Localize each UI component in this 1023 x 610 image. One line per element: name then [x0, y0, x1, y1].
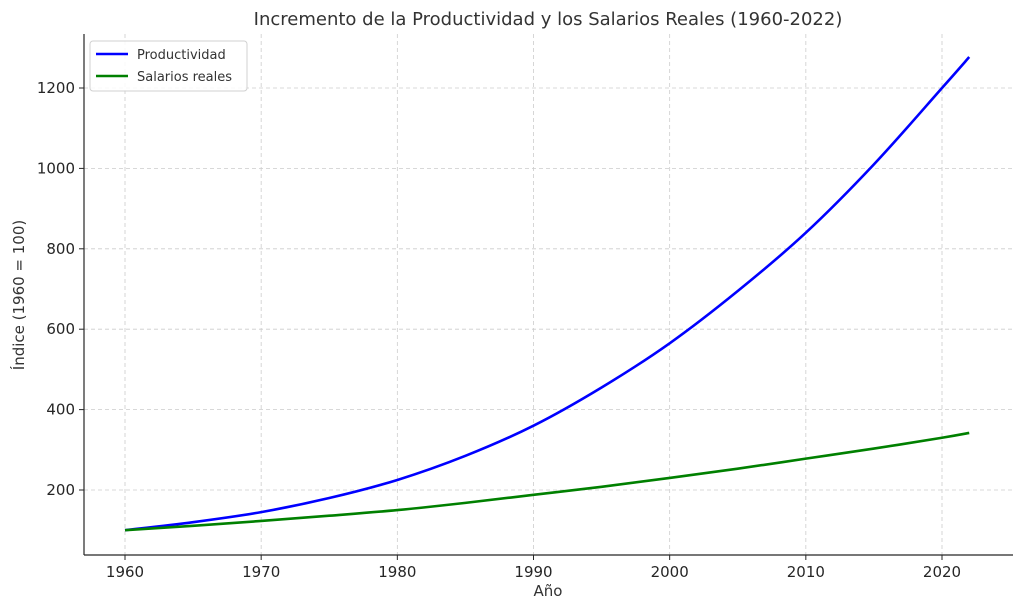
x-tick-label: 1960	[106, 563, 144, 581]
y-tick-label: 200	[46, 481, 75, 499]
grid-lines	[84, 34, 1013, 555]
y-axis-label: Índice (1960 = 100)	[9, 220, 28, 370]
x-tick-label: 2020	[923, 563, 961, 581]
legend-label: Salarios reales	[137, 70, 232, 85]
y-tick-label: 1000	[37, 159, 75, 177]
data-series	[124, 56, 971, 532]
y-tick-label: 800	[46, 240, 75, 258]
x-tick-label: 2000	[651, 563, 689, 581]
legend: Productividad Salarios reales	[89, 40, 248, 92]
series-line-1	[124, 431, 970, 532]
x-tick-label: 1990	[514, 563, 552, 581]
x-tick-label: 1980	[378, 563, 416, 581]
chart-title: Incremento de la Productividad y los Sal…	[254, 9, 843, 30]
y-axis-ticks: 200 400 600 800 1000 1200	[37, 79, 84, 499]
x-tick-label: 2010	[787, 563, 825, 581]
series-line-0	[124, 56, 971, 532]
legend-box	[89, 40, 248, 92]
y-tick-label: 600	[46, 320, 75, 338]
y-tick-label: 400	[46, 401, 75, 419]
x-axis-ticks: 1960 1970 1980 1990 2000 2010 2020	[106, 555, 961, 581]
x-axis-label: Año	[534, 582, 563, 600]
y-tick-label: 1200	[37, 79, 75, 97]
x-tick-label: 1970	[242, 563, 280, 581]
legend-label: Productividad	[137, 48, 226, 63]
